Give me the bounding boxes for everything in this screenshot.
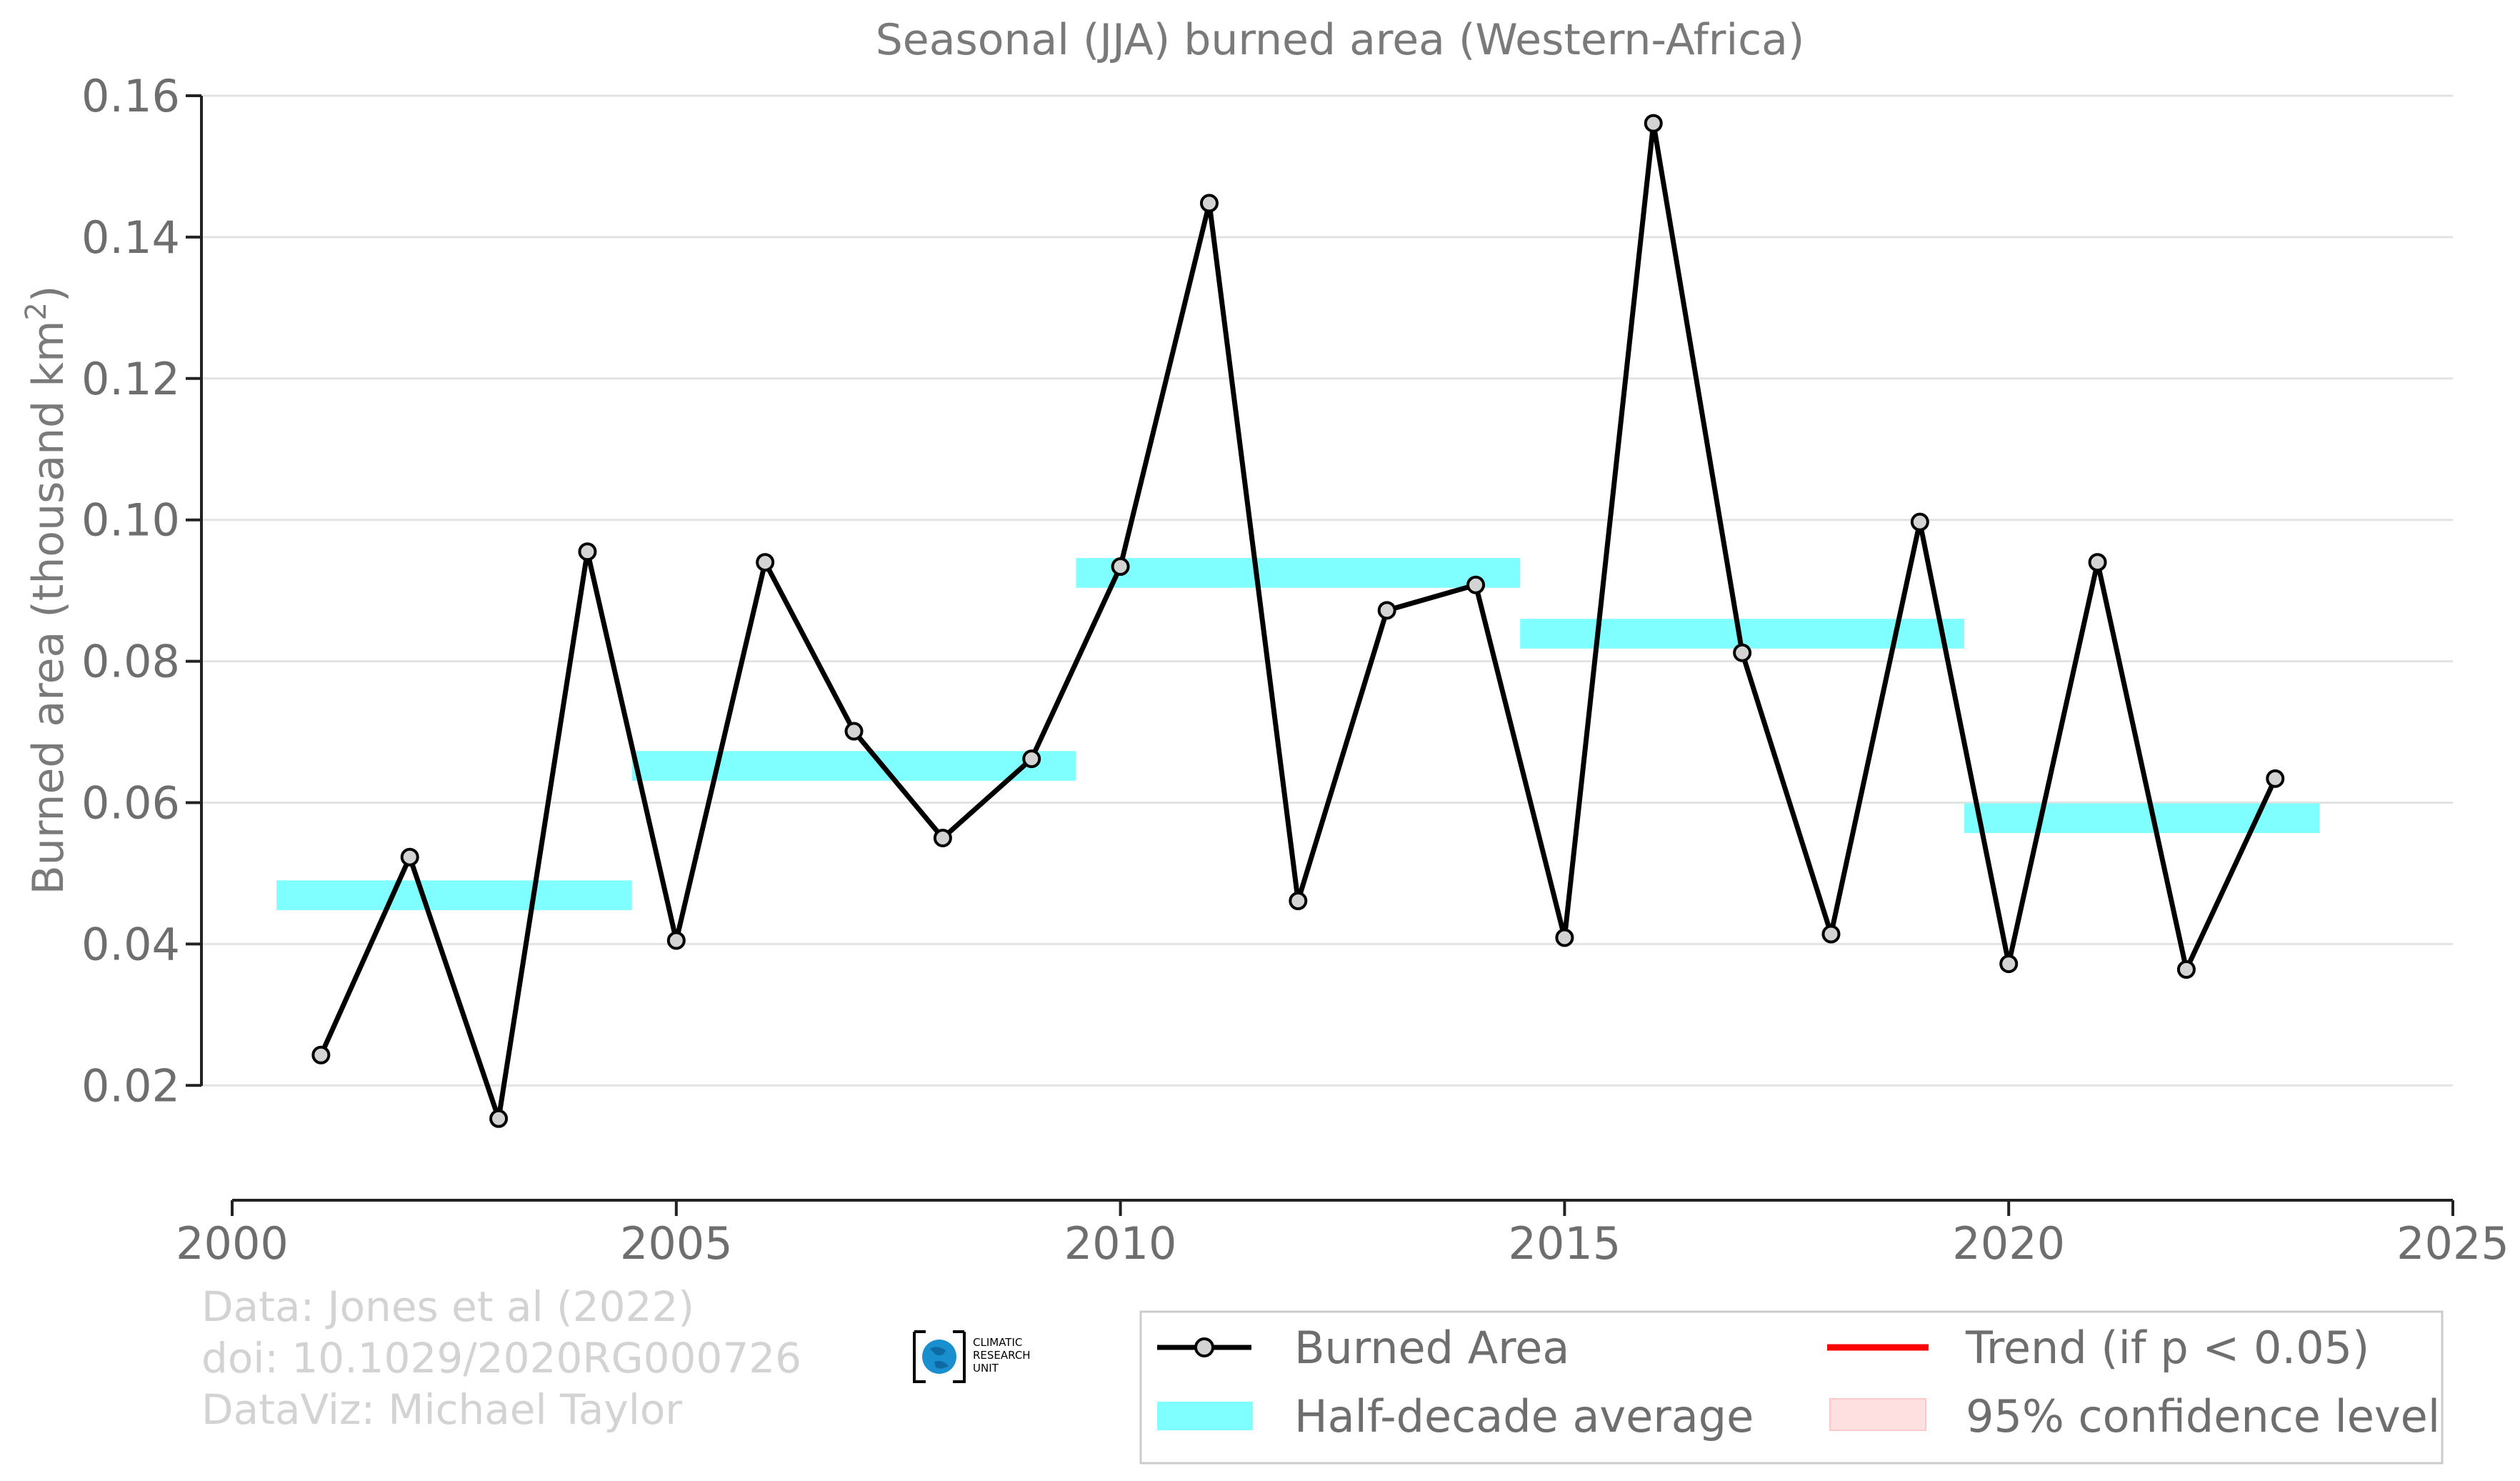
y-tick-label: 0.12 (81, 353, 180, 405)
credit-doi: doi: 10.1029/2020RG000726 (201, 1334, 802, 1382)
x-tick-label: 2000 (176, 1217, 289, 1270)
data-point (578, 542, 597, 562)
data-point (933, 828, 952, 847)
x-ticks: 2000 2005 2010 2015 2020 2025 (176, 1200, 2509, 1270)
y-tick-label: 0.04 (81, 918, 180, 970)
data-point (2088, 553, 2107, 572)
x-tick-label: 2025 (2396, 1217, 2509, 1270)
legend-item-trend: Trend (if p < 0.05) (1827, 1322, 2369, 1374)
y-axis-label: Burned area (thousand km2) (20, 286, 74, 895)
logo-text-line1: CLIMATIC (973, 1336, 1022, 1349)
data-point (1199, 194, 1219, 213)
data-point (400, 847, 419, 867)
legend-label-burned-area: Burned Area (1294, 1322, 1569, 1374)
logo-text-line2: RESEARCH (973, 1349, 1031, 1362)
chart-title: Seasonal (JJA) burned area (Western-Afri… (876, 15, 1805, 65)
burned-area-series (311, 114, 2285, 1128)
y-tick-label: 0.10 (81, 494, 180, 547)
half-decade-bar (1964, 803, 2320, 834)
y-tick-label: 0.02 (81, 1059, 180, 1112)
data-point (2176, 960, 2196, 979)
grid (201, 94, 2453, 1087)
data-point (666, 931, 686, 950)
cru-logo: CLIMATIC RESEARCH UNIT (913, 1330, 1031, 1383)
y-tick-label: 0.16 (81, 70, 180, 122)
data-point (1733, 643, 1752, 662)
legend-band-swatch-pink (1829, 1398, 1926, 1431)
x-tick-label: 2020 (1952, 1217, 2065, 1270)
y-tick-label: 0.08 (81, 636, 180, 688)
credit-data-source: Data: Jones et al (2022) (201, 1282, 694, 1331)
series-line (319, 121, 2278, 1122)
data-point (2266, 769, 2285, 788)
half-decade-bar (1076, 558, 1521, 588)
data-point (1466, 575, 1486, 594)
legend-marker (1194, 1337, 1214, 1357)
legend-item-burned-area: Burned Area (1157, 1322, 1569, 1374)
legend-label-half-decade: Half-decade average (1294, 1390, 1754, 1442)
x-tick-label: 2005 (620, 1217, 733, 1270)
data-point (1111, 557, 1130, 577)
legend-frame (1139, 1310, 2444, 1465)
data-point (1289, 892, 1308, 911)
data-point (844, 722, 864, 741)
data-point (311, 1045, 331, 1064)
half-decade-bar (276, 880, 632, 910)
legend-label-confidence: 95% confidence level (1966, 1390, 2440, 1442)
axes (200, 96, 2453, 1202)
logo-text-line3: UNIT (973, 1362, 999, 1375)
data-point (1821, 924, 1841, 944)
y-tick-label: 0.14 (81, 211, 180, 264)
data-point (1910, 512, 1929, 532)
legend-band-swatch-cyan (1157, 1402, 1253, 1430)
half-decade-bar (631, 751, 1076, 781)
half-decade-bands (276, 558, 2320, 910)
legend-label-trend: Trend (if p < 0.05) (1965, 1322, 2369, 1374)
credit-dataviz: DataViz: Michael Taylor (201, 1385, 683, 1434)
legend-item-half-decade: Half-decade average (1157, 1390, 1754, 1442)
x-tick-label: 2015 (1509, 1217, 1621, 1270)
legend-item-confidence: 95% confidence level (1829, 1390, 2440, 1442)
data-point (1022, 749, 1041, 769)
data-point (1999, 954, 2019, 974)
data-point (756, 553, 775, 572)
globe-icon (922, 1340, 956, 1374)
x-tick-label: 2010 (1064, 1217, 1177, 1270)
y-tick-label: 0.06 (81, 777, 180, 829)
legend: Burned Area Trend (if p < 0.05) Half-dec… (1139, 1310, 2444, 1465)
y-ticks: 0.02 0.04 0.06 0.08 0.10 0.12 0.14 0.16 (81, 70, 201, 1112)
data-point (489, 1109, 509, 1128)
data-point (1555, 928, 1574, 947)
data-point (1377, 601, 1396, 620)
data-point (1644, 114, 1663, 133)
